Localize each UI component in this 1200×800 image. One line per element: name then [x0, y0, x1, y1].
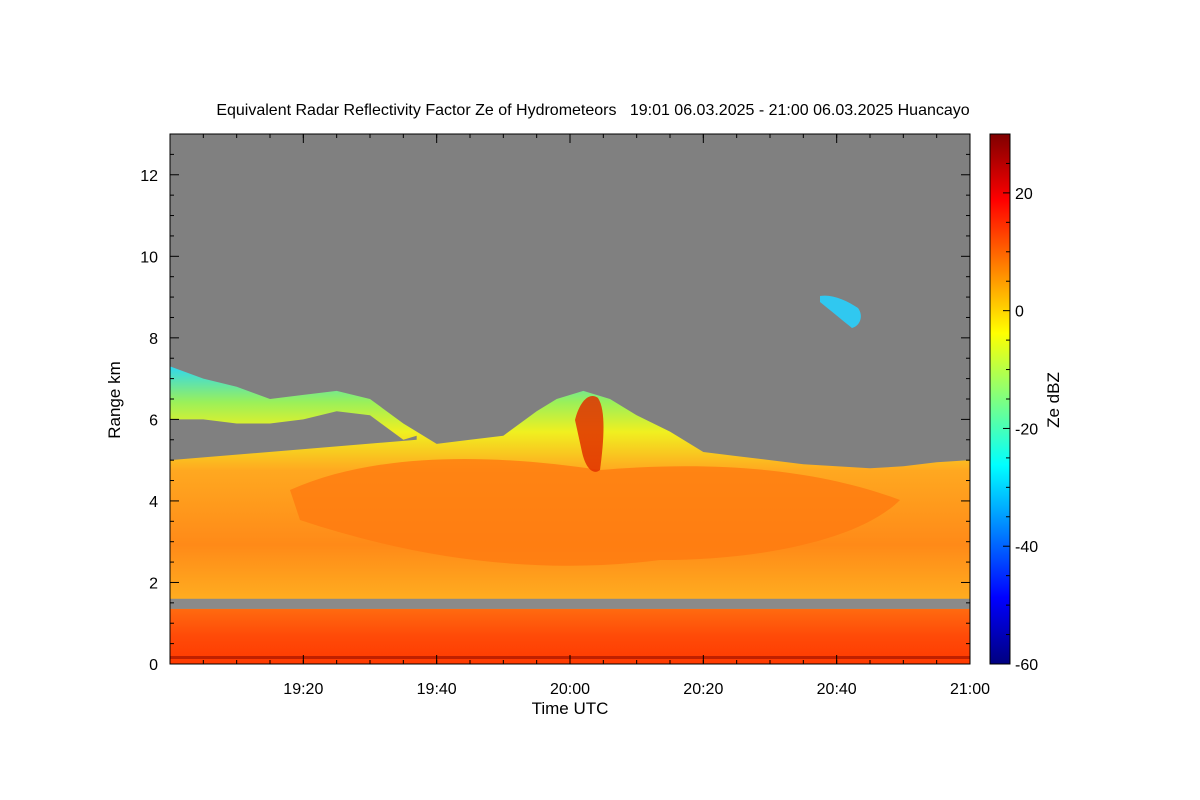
y-axis-label: Range km: [105, 361, 124, 438]
cloud-core-echo: [290, 458, 900, 566]
x-axis: 19:20 19:40 20:00 20:20 20:40 21:00: [202, 134, 990, 698]
x-tick-label: 20:40: [817, 681, 857, 698]
colorbar-tick-label: -60: [1015, 657, 1038, 674]
x-tick-label: 21:00: [950, 681, 990, 698]
x-tick-label: 19:20: [283, 681, 323, 698]
y-axis: 0 2 4 6 8 10 12: [140, 153, 970, 674]
y-tick-label: 10: [140, 249, 158, 266]
no-data-gap: [170, 411, 417, 461]
plot-area: [170, 134, 970, 664]
x-tick-label: 20:00: [550, 681, 590, 698]
x-tick-label: 20:20: [683, 681, 723, 698]
chart-title: Equivalent Radar Reflectivity Factor Ze …: [216, 102, 969, 119]
colorbar-tick-label: 20: [1015, 186, 1033, 203]
x-axis-label: Time UTC: [532, 699, 609, 718]
y-tick-label: 8: [149, 331, 158, 348]
colorbar-tick-label: 0: [1015, 304, 1024, 321]
colorbar: -60 -40 -20 0 20 Ze dBZ: [989, 133, 1063, 674]
melting-layer-band: [170, 598, 970, 609]
colorbar-label: Ze dBZ: [1044, 372, 1063, 428]
y-tick-label: 6: [149, 412, 158, 429]
y-tick-label: 0: [149, 657, 158, 674]
y-tick-label: 12: [140, 168, 158, 185]
high-cloud-echo: [820, 295, 861, 328]
x-tick-label: 19:40: [417, 681, 457, 698]
convective-core-echo: [575, 396, 604, 472]
rain-region: [170, 608, 970, 664]
y-tick-label: 4: [149, 494, 158, 511]
colorbar-ticks: -60 -40 -20 0 20: [1003, 162, 1038, 674]
colorbar-tick-label: -20: [1015, 421, 1038, 438]
colorbar-tick-label: -40: [1015, 539, 1038, 556]
y-tick-label: 2: [149, 575, 158, 592]
